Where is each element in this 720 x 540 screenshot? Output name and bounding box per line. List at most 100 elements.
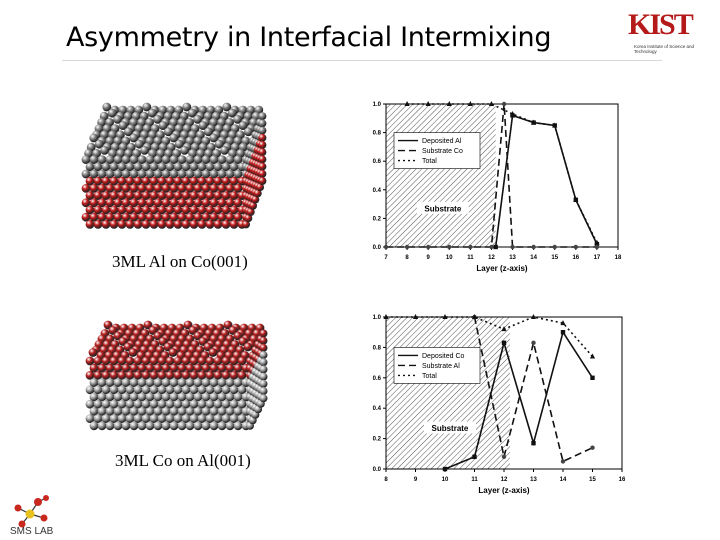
y-tick-label: 0.6: [373, 159, 382, 165]
data-point: [573, 244, 579, 250]
data-point: [468, 244, 473, 250]
x-tick-label: 14: [530, 255, 537, 261]
y-tick-label: 0.4: [373, 188, 382, 194]
x-tick-label: 15: [551, 255, 558, 261]
data-point: [531, 244, 536, 250]
simulation-image-co-on-al: [85, 320, 268, 431]
data-point: [425, 101, 431, 106]
x-tick-label: 14: [560, 477, 567, 483]
data-point: [594, 244, 600, 250]
x-tick-label: 13: [509, 255, 516, 261]
series-line-0: [444, 330, 594, 470]
substrate-region: [386, 104, 496, 247]
data-point: [447, 244, 452, 250]
x-tick-label: 9: [427, 255, 431, 261]
substrate-label-bg: [416, 201, 469, 214]
kist-logo-mark: KIST: [628, 8, 694, 41]
y-tick-label: 1.0: [373, 102, 382, 108]
data-point: [442, 314, 448, 319]
data-point: [509, 111, 516, 117]
title-divider: [62, 60, 662, 61]
data-point: [404, 244, 410, 250]
legend-label: Substrate Co: [422, 148, 463, 155]
substrate-label: Substrate: [424, 204, 461, 213]
x-tick-label: 13: [530, 477, 537, 483]
data-point: [552, 244, 557, 250]
data-point: [446, 101, 452, 106]
data-point: [412, 314, 419, 319]
substrate-region: [386, 317, 510, 469]
x-tick-label: 18: [615, 255, 622, 261]
data-point: [471, 314, 478, 319]
sms-lab-logo: [14, 495, 49, 528]
data-point: [467, 101, 473, 106]
caption-co-on-al: 3ML Co on Al(001): [115, 451, 251, 470]
x-axis-label: Layer (z-axis): [476, 264, 527, 273]
x-tick-label: 10: [442, 477, 449, 483]
atom-block: [81, 102, 267, 229]
x-tick-label: 17: [594, 255, 601, 261]
data-point: [501, 340, 507, 346]
y-tick-label: 0.6: [373, 376, 382, 382]
x-tick-label: 12: [501, 477, 508, 483]
legend-label: Total: [422, 373, 437, 380]
substrate-label: Substrate: [431, 424, 468, 433]
data-point: [501, 454, 507, 460]
data-point: [530, 314, 537, 319]
data-point: [404, 101, 410, 106]
legend-label: Substrate Al: [422, 363, 460, 370]
y-tick-label: 1.0: [373, 315, 382, 321]
sms-lab-label: SMS LAB: [10, 526, 54, 537]
data-point: [488, 101, 495, 106]
atom-block: [85, 320, 268, 431]
y-tick-label: 0.4: [373, 406, 382, 412]
y-tick-label: 0.2: [373, 216, 382, 222]
series-line-0: [494, 114, 598, 248]
y-tick-label: 0.8: [373, 345, 382, 351]
data-point: [552, 122, 558, 128]
data-point: [560, 459, 566, 464]
data-point: [493, 244, 498, 250]
legend-label: Deposited Co: [422, 353, 465, 360]
data-point: [510, 244, 515, 250]
data-point: [489, 244, 494, 250]
legend-label: Deposited Al: [422, 138, 462, 145]
data-point: [442, 466, 448, 472]
x-tick-label: 16: [572, 255, 579, 261]
legend-box: [393, 132, 481, 169]
data-point: [472, 454, 477, 460]
data-point: [531, 340, 536, 346]
data-point: [531, 119, 537, 125]
legend-box: [393, 347, 481, 384]
data-point: [501, 101, 507, 107]
y-tick-label: 0.0: [373, 245, 382, 251]
x-axis-label: Layer (z-axis): [478, 486, 529, 495]
data-point: [383, 314, 389, 319]
data-point: [383, 244, 389, 250]
data-point: [501, 326, 507, 332]
x-tick-label: 9: [414, 477, 418, 483]
data-point: [425, 244, 431, 250]
x-tick-label: 11: [467, 255, 474, 261]
data-point: [590, 445, 595, 450]
y-tick-label: 0.8: [373, 131, 382, 137]
series-line-1: [386, 103, 597, 248]
x-tick-label: 16: [619, 477, 626, 483]
data-point: [590, 375, 595, 380]
kist-logo-subtitle: Korea Institute of Science and Technolog…: [634, 44, 695, 54]
x-tick-label: 8: [405, 255, 409, 261]
data-point: [573, 196, 579, 202]
y-tick-label: 0.0: [373, 467, 382, 473]
plot-co-on-al: 8 9 10 11 12 13 14 15 16 0.0 0.2 0.4 0.6 0.8 1.0 Layer …: [373, 314, 626, 495]
slide-title: Asymmetry in Interfacial Intermixing: [66, 22, 552, 53]
x-tick-label: 8: [384, 477, 388, 483]
substrate-label-bg: [423, 421, 476, 434]
series-line-2: [407, 103, 598, 244]
plot-al-on-co: 7 8 9 10 11 12 13 14 15 16 17 18 0.0 0.2 0.4 0.6 0.8 1.0 L…: [373, 101, 622, 273]
legend-label: Total: [422, 158, 437, 165]
x-tick-label: 7: [384, 255, 388, 261]
simulation-image-al-on-co: [81, 102, 267, 229]
data-point: [560, 320, 566, 326]
x-tick-label: 15: [589, 477, 596, 483]
kist-logo: KIST Korea Institute of Science and Tech…: [620, 8, 700, 68]
